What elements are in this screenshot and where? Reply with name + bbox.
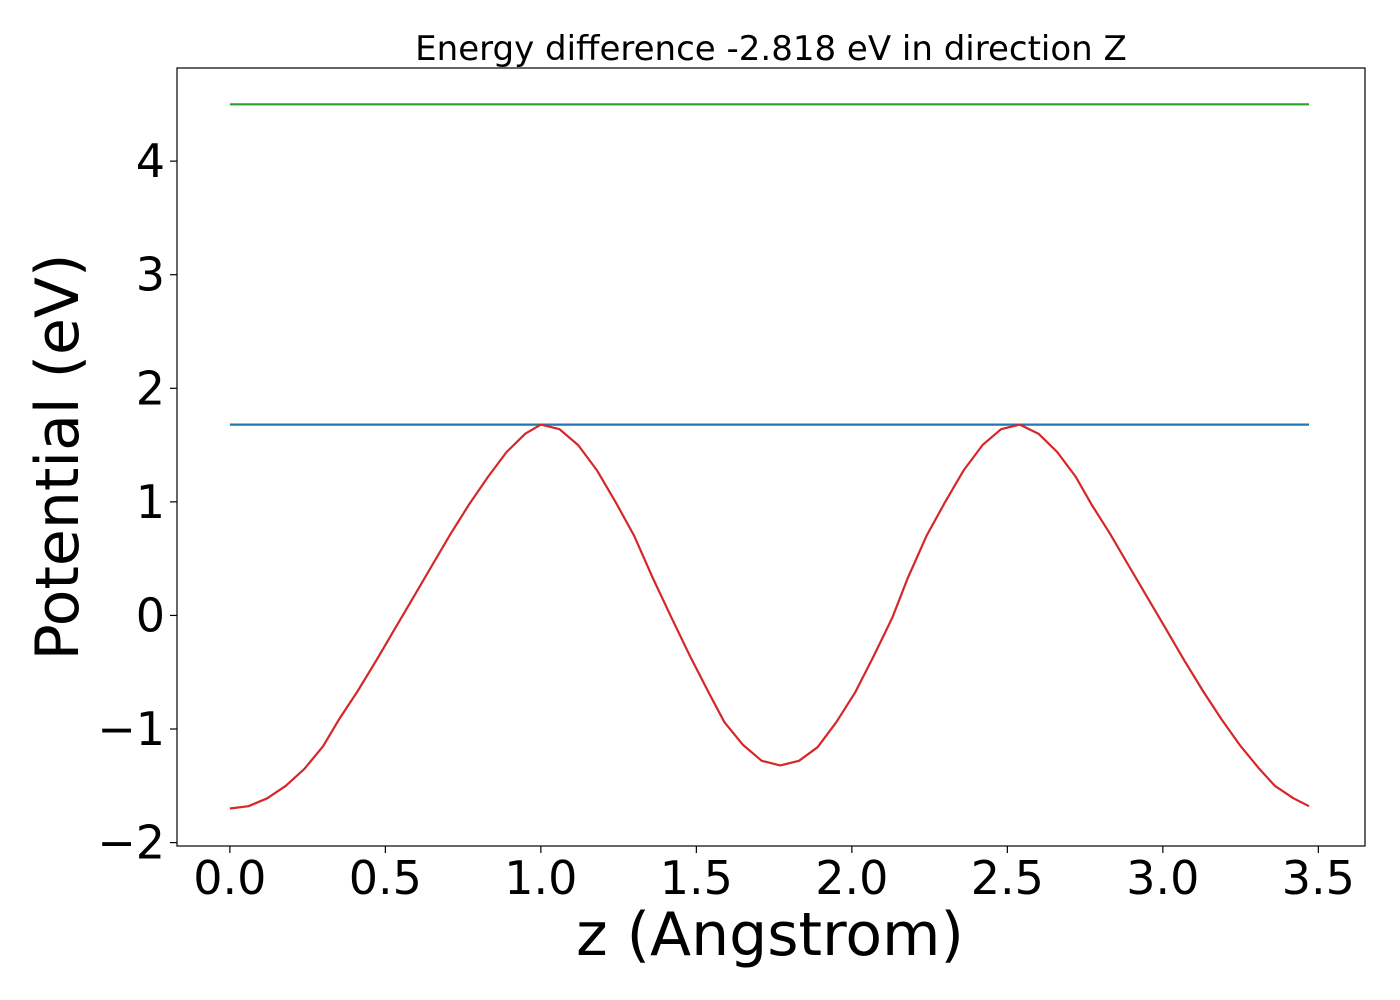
- y-tick-label: 0: [136, 588, 165, 642]
- y-tick-label: −1: [97, 702, 165, 756]
- y-tick-label: −2: [97, 816, 165, 870]
- y-axis-label: Potential (eV): [23, 254, 93, 661]
- x-tick-label: 0.0: [193, 851, 266, 905]
- y-tick-label: 4: [136, 134, 165, 188]
- series-layer: [229, 103, 1310, 810]
- x-tick-label: 2.5: [971, 851, 1044, 905]
- y-tick-label: 1: [136, 475, 165, 529]
- y-tick-label: 2: [136, 361, 165, 415]
- x-tick-label: 3.0: [1126, 851, 1199, 905]
- x-tick-label: 1.5: [660, 851, 733, 905]
- plot-area: [176, 67, 1366, 847]
- x-tick-label: 3.5: [1282, 851, 1355, 905]
- y-tick-label: 3: [136, 248, 165, 302]
- x-tick-label: 1.0: [504, 851, 577, 905]
- x-axis: 0.0 0.5 1.0 1.5 2.0 2.5 3.0 3.5: [193, 846, 1355, 905]
- x-axis-label: z (Angstrom): [576, 900, 964, 970]
- y-axis: −2 −1 0 1 2 3 4: [97, 134, 177, 870]
- x-tick-label: 2.0: [815, 851, 888, 905]
- chart-title: Energy difference -2.818 eV in direction…: [415, 29, 1127, 69]
- x-tick-label: 0.5: [349, 851, 422, 905]
- series-line-2: [229, 423, 1310, 810]
